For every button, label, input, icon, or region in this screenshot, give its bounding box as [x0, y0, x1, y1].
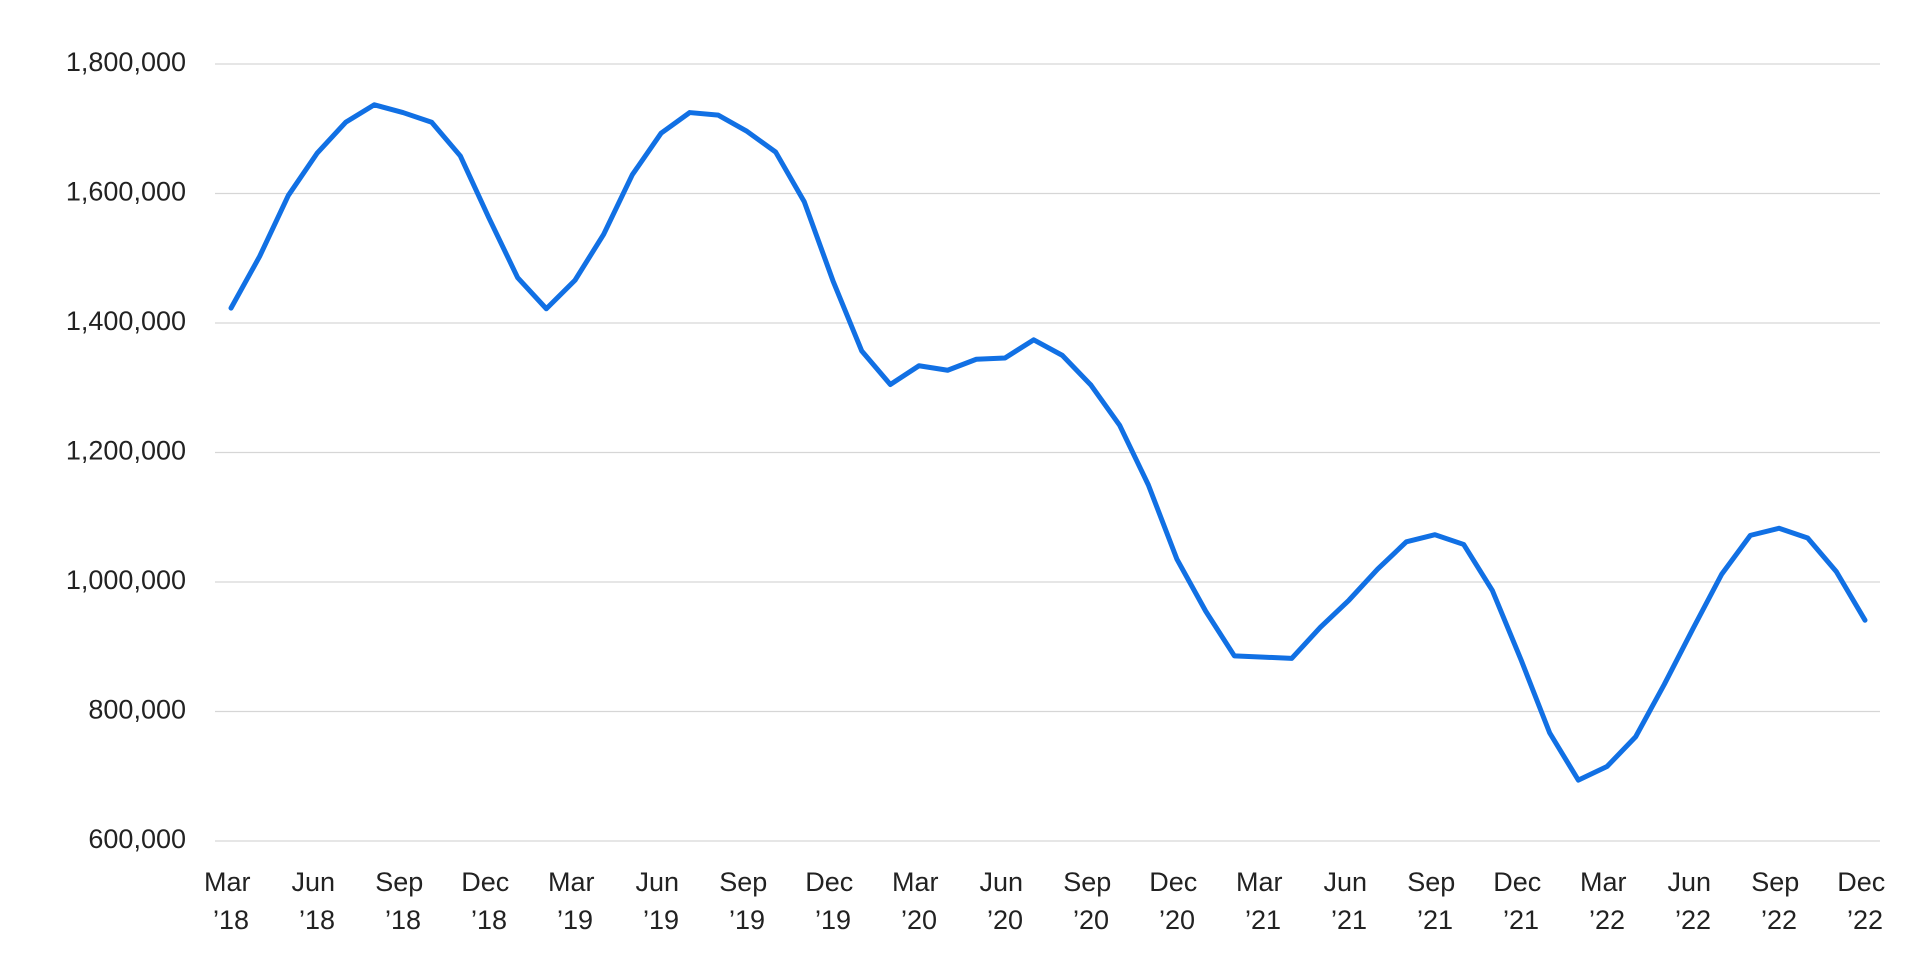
x-tick-label: Dec ’19 [805, 867, 861, 935]
x-tick-label: Jun ’22 [1667, 867, 1718, 935]
x-tick-label: Sep ’19 [719, 867, 775, 935]
y-tick-label: 1,400,000 [66, 306, 186, 336]
x-tick-label: Sep ’18 [375, 867, 431, 935]
x-tick-label: Dec ’22 [1837, 867, 1893, 935]
data-line [228, 102, 1868, 783]
x-tick-label: Dec ’20 [1149, 867, 1205, 935]
y-tick-label: 800,000 [88, 695, 186, 725]
x-tick-label: Mar ’20 [892, 867, 946, 935]
x-tick-label: Mar ’19 [548, 867, 602, 935]
y-tick-label: 1,200,000 [66, 436, 186, 466]
x-tick-label: Jun ’19 [635, 867, 686, 935]
x-tick-label: Jun ’21 [1323, 867, 1374, 935]
y-tick-label: 1,600,000 [66, 177, 186, 207]
x-tick-label: Sep ’21 [1407, 867, 1463, 935]
x-tick-label: Dec ’18 [461, 867, 517, 935]
y-tick-label: 1,000,000 [66, 565, 186, 595]
x-tick-label: Mar ’21 [1236, 867, 1290, 935]
x-tick-label: Jun ’20 [979, 867, 1030, 935]
x-tick-label: Mar ’18 [204, 867, 258, 935]
y-tick-label: 600,000 [88, 824, 186, 854]
x-tick-label: Sep ’22 [1751, 867, 1807, 935]
x-tick-label: Jun ’18 [291, 867, 342, 935]
x-tick-label: Mar ’22 [1580, 867, 1634, 935]
y-tick-label: 1,800,000 [66, 47, 186, 77]
x-tick-label: Dec ’21 [1493, 867, 1549, 935]
x-tick-label: Sep ’20 [1063, 867, 1119, 935]
